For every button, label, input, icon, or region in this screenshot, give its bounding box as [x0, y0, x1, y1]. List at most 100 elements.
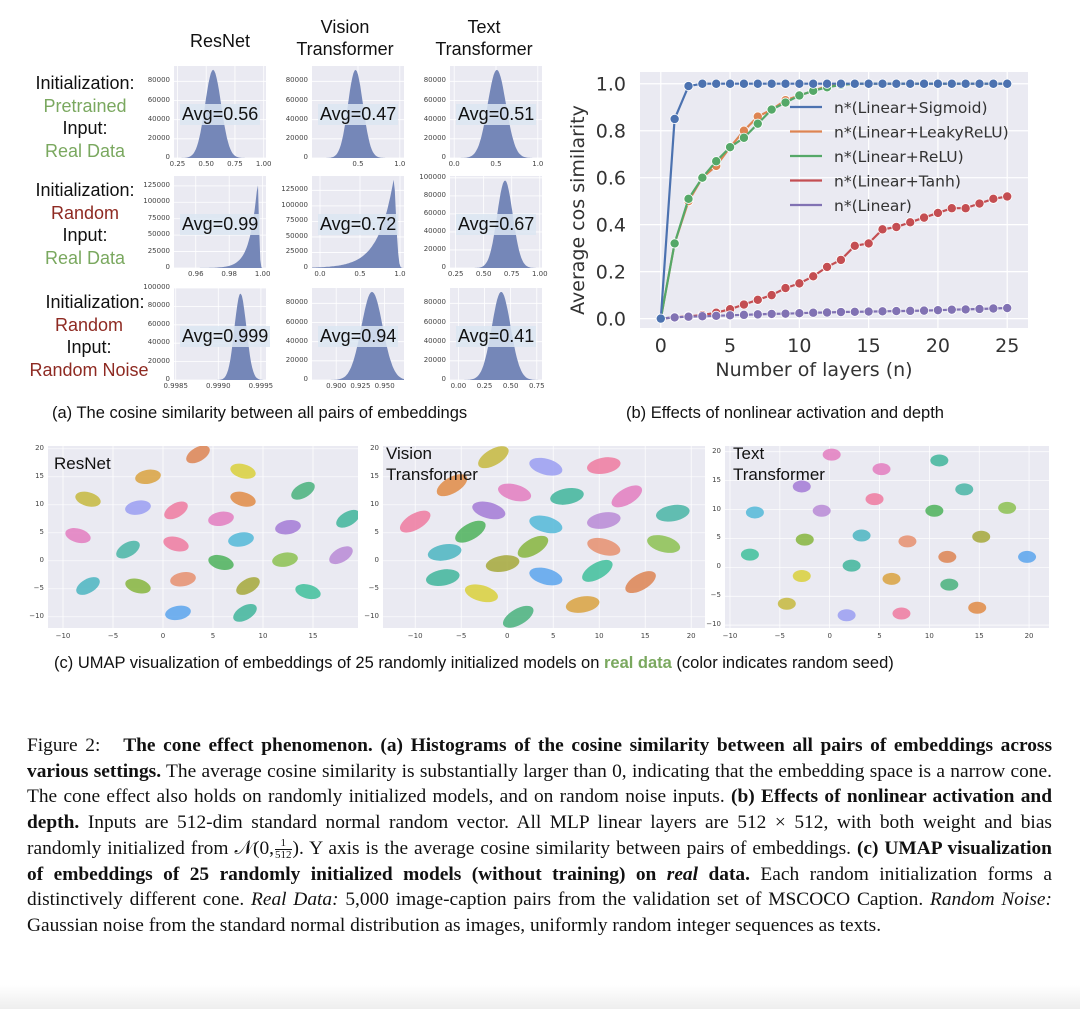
data-point: [988, 193, 999, 204]
x-axis-label: Number of layers (n): [715, 359, 912, 381]
data-point: [849, 78, 860, 89]
y-tick-label: 80000: [147, 301, 170, 310]
caption-c-bold2: data.: [708, 863, 750, 885]
y-tick-label: 0: [39, 555, 44, 564]
umap-cluster: [485, 555, 520, 573]
umap-cluster: [472, 501, 506, 520]
row-label-1: Initialization: Pretrained Input: Real D…: [0, 72, 170, 162]
x-tick-label: 0.75: [227, 160, 243, 168]
caption-label: Figure 2:: [27, 735, 101, 756]
data-point: [711, 310, 722, 321]
data-point: [794, 278, 805, 289]
caption-c-italic: real: [666, 863, 699, 885]
data-point: [752, 294, 763, 305]
y-tick-label: 20000: [285, 133, 308, 142]
row-init-value: Random: [50, 202, 120, 223]
data-point: [932, 305, 943, 316]
data-point: [725, 78, 736, 89]
umap-cluster: [529, 567, 563, 586]
row-label-3: Initialization: Random Input: Random Noi…: [0, 291, 178, 381]
y-tick-label: 20000: [423, 133, 446, 142]
umap-cluster: [517, 535, 549, 558]
avg-label: Avg=0.72: [318, 214, 399, 235]
umap-cluster: [236, 577, 260, 595]
y-tick-label: 20000: [423, 244, 446, 253]
x-tick-label: 0.96: [187, 270, 204, 278]
row-init-label: Initialization:: [45, 292, 145, 312]
data-point: [946, 304, 957, 315]
y-tick-label: 5: [39, 527, 44, 536]
umap-cluster: [498, 483, 532, 502]
data-point: [738, 132, 749, 143]
x-tick-label: 0.75: [528, 382, 545, 390]
umap-cluster: [587, 457, 621, 475]
x-tick-label: 5: [210, 632, 216, 640]
data-point: [905, 305, 916, 316]
data-point: [794, 308, 805, 319]
legend-label: n*(Linear): [834, 197, 912, 215]
data-point: [863, 238, 874, 249]
avg-label: Avg=0.94: [318, 326, 399, 347]
y-tick-label: 15: [35, 471, 44, 480]
umap-cluster: [972, 530, 991, 543]
y-tick-label: 60000: [147, 95, 170, 104]
fraction-numerator: 1: [275, 837, 292, 850]
data-point: [905, 217, 916, 228]
data-point: [780, 78, 791, 89]
y-tick-label: 40000: [423, 226, 446, 235]
x-tick-label: 5: [550, 632, 556, 640]
umap-cluster: [940, 578, 959, 591]
umap-cluster: [565, 596, 600, 613]
line-chart: 0 5 10 15 20 25 0.0 0.2 0.4 0.6 0.8 1.0 Number of la…: [567, 72, 1028, 381]
y-tick-label: 100000: [281, 200, 308, 209]
umap-cluster: [852, 529, 871, 542]
x-tick-label: 0.50: [198, 160, 214, 168]
data-point: [669, 238, 680, 249]
y-tick-label: 0: [303, 153, 308, 161]
y-tick-label: −10: [364, 611, 379, 620]
umap-cluster: [625, 571, 656, 594]
x-tick-label: 1.0: [394, 270, 406, 278]
legend-label: n*(Linear+Tanh): [834, 173, 961, 191]
fraction-denominator: 512: [275, 848, 292, 861]
umap-cluster: [426, 569, 460, 587]
data-point: [891, 306, 902, 317]
data-point: [1002, 78, 1013, 89]
histogram-area: [312, 179, 404, 268]
x-tick-label: 25: [995, 335, 1019, 357]
umap-cluster: [164, 501, 188, 520]
umap-cluster: [930, 454, 949, 467]
data-point: [988, 303, 999, 314]
y-tick-label: 15: [370, 471, 379, 480]
caption-c-text1: Each random initialization forms a disti…: [27, 863, 1052, 911]
data-point: [877, 306, 888, 317]
y-tick-label: 0: [165, 375, 170, 383]
x-tick-label: 0.98: [221, 270, 237, 278]
y-tick-label: 5: [716, 533, 721, 542]
data-point: [863, 306, 874, 317]
y-tick-label: 125000: [143, 180, 170, 189]
data-point: [877, 78, 888, 89]
x-tick-label: 15: [640, 632, 650, 640]
y-tick-label: 0.6: [596, 168, 626, 190]
umap-plot: [48, 446, 358, 628]
x-tick-label: 0.925: [350, 382, 371, 390]
y-tick-label: 15: [712, 475, 721, 484]
y-tick-label: 40000: [423, 336, 446, 345]
umap-cluster: [228, 532, 254, 547]
x-tick-label: 0.00: [450, 382, 467, 390]
data-point: [766, 290, 777, 301]
y-tick-label: 60000: [285, 317, 308, 326]
data-point: [905, 78, 916, 89]
umap-svg: [383, 446, 705, 628]
caption-real-label: Real Data:: [251, 889, 339, 911]
umap-title: Vision Transformer: [386, 444, 478, 484]
umap-cluster: [842, 559, 861, 572]
x-tick-label: 0.50: [502, 382, 519, 390]
x-tick-label: 0.9985: [163, 382, 188, 390]
y-tick-label: 40000: [147, 338, 170, 347]
x-tick-label: 0.0: [448, 160, 460, 168]
y-tick-label: 0.4: [596, 215, 626, 237]
umap-cluster: [295, 584, 321, 600]
row-init-value: Random: [54, 314, 124, 335]
